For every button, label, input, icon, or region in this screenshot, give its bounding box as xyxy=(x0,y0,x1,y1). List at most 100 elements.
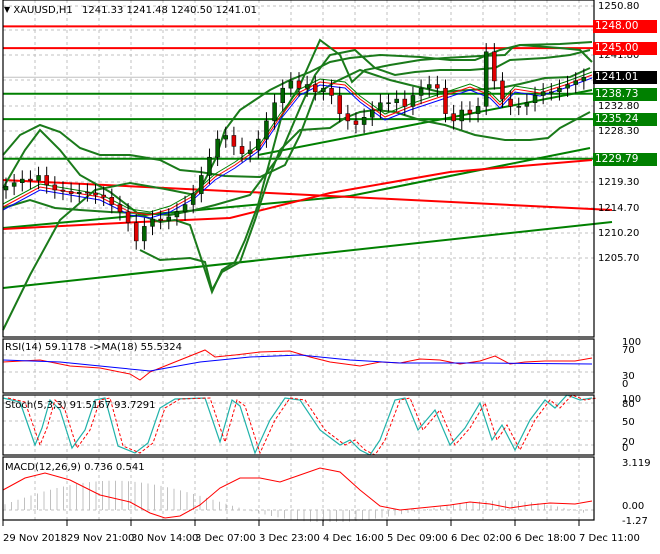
support-price-tag: 1235.24 xyxy=(593,113,657,127)
candle-body xyxy=(44,175,49,186)
candle-body xyxy=(540,91,546,96)
price-tick: 1219.30 xyxy=(598,177,640,188)
candle-body xyxy=(370,109,375,118)
candle-body xyxy=(101,194,106,198)
time-tick: 4 Dec 16:00 xyxy=(323,533,384,544)
candle-body xyxy=(353,120,359,125)
time-tick: 6 Dec 18:00 xyxy=(515,533,576,544)
candle-body xyxy=(150,218,155,227)
candle-body xyxy=(52,184,58,191)
time-tick: 7 Dec 11:00 xyxy=(579,533,640,544)
candle-body xyxy=(435,84,440,89)
bollinger-mid xyxy=(2,41,593,331)
candle-body xyxy=(239,146,245,154)
candle-body xyxy=(125,211,131,223)
candle-body xyxy=(483,51,489,107)
price-tick: 1205.70 xyxy=(598,253,640,264)
candle-body xyxy=(426,84,432,89)
candle-body xyxy=(207,157,212,176)
ma-red xyxy=(2,74,593,216)
candle-body xyxy=(20,178,25,183)
candle-body xyxy=(345,113,351,122)
candle-body xyxy=(68,191,74,194)
time-tick: 29 Nov 2018 xyxy=(3,533,68,544)
price-tick: 1214.70 xyxy=(598,203,640,214)
time-tick: 30 Nov 14:00 xyxy=(131,533,199,544)
candle-body xyxy=(451,113,456,122)
indicator-level: 80 xyxy=(622,399,635,410)
triangle-down-icon[interactable]: ▼ xyxy=(4,5,11,14)
candle-body xyxy=(467,109,473,114)
candle-body xyxy=(93,192,98,196)
candle-body xyxy=(264,120,269,140)
candle-body xyxy=(410,95,416,107)
ohlc-values: 1241.33 1241.48 1240.50 1241.01 xyxy=(81,5,257,16)
candle-body xyxy=(247,149,253,154)
bollinger-lower xyxy=(139,108,591,293)
candle-body xyxy=(329,87,334,96)
candle-body xyxy=(272,102,277,122)
indicator-level: 50 xyxy=(622,417,635,428)
candle-body xyxy=(231,135,237,147)
indicator-level: 100 xyxy=(622,394,642,405)
support-price-tag: 1238.73 xyxy=(593,87,657,101)
candle-body xyxy=(142,226,147,242)
candle-body xyxy=(28,178,33,181)
time-tick: 3 Dec 23:00 xyxy=(259,533,320,544)
candle-body xyxy=(313,84,318,93)
candle-body xyxy=(443,87,448,114)
time-tick: 29 Nov 21:00 xyxy=(67,533,135,544)
indicator-level: 0.00 xyxy=(622,501,645,512)
indicator-level: 30 xyxy=(622,371,635,382)
indicator-level: 0 xyxy=(622,443,629,454)
candle-body xyxy=(524,102,530,107)
candle-body xyxy=(573,80,578,85)
ma-long-red xyxy=(2,179,613,211)
candle-body xyxy=(3,186,9,191)
candle-body xyxy=(565,84,570,89)
candle-body xyxy=(36,175,41,181)
candle-body xyxy=(288,80,294,89)
price-tick: 1241.80 xyxy=(598,50,640,61)
indicator-level: -1.27 xyxy=(622,516,648,527)
time-tick: 6 Dec 02:00 xyxy=(451,533,512,544)
rsi-label: RSI(14) 59.1178 ->MA(18) 55.5324 xyxy=(5,342,182,353)
price-tick: 1232.80 xyxy=(598,101,640,112)
indicator-level: 100 xyxy=(622,337,642,348)
rsi-panel xyxy=(2,338,595,394)
ma-200-red xyxy=(2,159,593,230)
candle-body xyxy=(557,87,562,93)
candle-body xyxy=(394,98,399,103)
candle-body xyxy=(174,211,180,218)
candle-body xyxy=(321,87,326,93)
stoch-label: Stoch(5,3,3) 91.5167 93.7291 xyxy=(5,400,156,411)
candle-body xyxy=(77,191,82,194)
candle-body xyxy=(549,91,554,94)
candle-body xyxy=(166,216,172,221)
candle-body xyxy=(182,204,188,213)
indicator-level: 20 xyxy=(622,437,635,448)
indicator-level: 0 xyxy=(622,379,629,390)
candle-body xyxy=(304,84,310,89)
candle-body xyxy=(296,80,302,89)
resistance-price-tag: 1248.00 xyxy=(593,20,657,34)
chart-header: ▼ XAUUSD,H1 1241.33 1241.48 1240.50 1241… xyxy=(4,4,257,17)
candle-body xyxy=(223,135,228,140)
indicator-level: 3.119 xyxy=(622,458,651,469)
candle-body xyxy=(386,102,391,104)
rsi-line xyxy=(2,349,593,381)
price-tick: 1250.80 xyxy=(598,1,640,12)
stoch-main-line xyxy=(2,394,593,456)
candle-body xyxy=(532,95,538,103)
candle-body xyxy=(418,87,424,96)
candle-body xyxy=(199,175,204,194)
candle-body xyxy=(361,117,367,125)
current-price-tag: 1241.01 xyxy=(593,71,657,85)
symbol-label: XAUUSD,H1 xyxy=(13,5,73,16)
candle-body xyxy=(190,193,196,205)
candle-body xyxy=(475,106,481,114)
candle-body xyxy=(459,109,465,122)
trendline-long xyxy=(2,221,613,289)
